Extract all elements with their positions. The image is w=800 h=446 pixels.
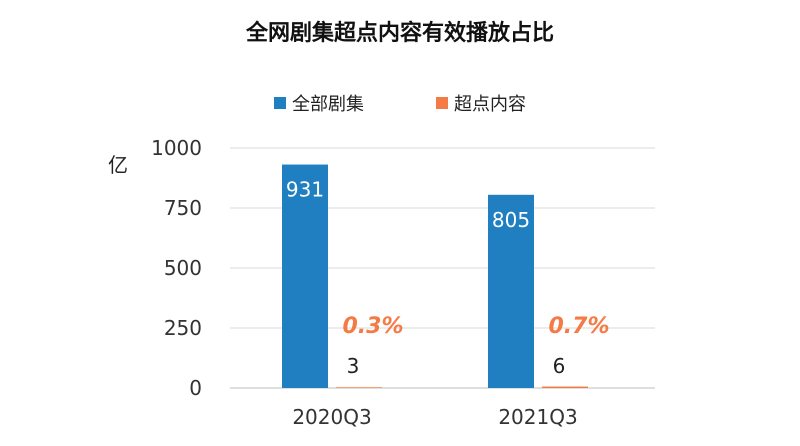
y-tick-label-0: 0 bbox=[189, 376, 202, 400]
legend-swatch-hot-series bbox=[436, 97, 448, 109]
y-tick-label-4: 1000 bbox=[151, 136, 202, 160]
x-tick-label-2021Q3: 2021Q3 bbox=[498, 405, 577, 429]
x-tick-label-2020Q3: 2020Q3 bbox=[292, 405, 371, 429]
data-label-hot-2020Q3: 3 bbox=[347, 354, 360, 378]
x-axis-ticks: 2020Q3 2021Q3 bbox=[292, 405, 577, 429]
bars bbox=[282, 164, 588, 388]
share-annotation-2021Q3: 0.7% bbox=[548, 314, 609, 339]
legend: 全部剧集 超点内容 bbox=[274, 94, 526, 115]
bar-hot-2021Q3 bbox=[542, 386, 588, 388]
y-tick-label-2: 500 bbox=[164, 256, 202, 280]
legend-label-hot-series: 超点内容 bbox=[454, 94, 526, 115]
bar-labels: 931 3 0.3% 805 6 0.7% bbox=[286, 178, 610, 378]
legend-swatch-all-series bbox=[274, 97, 286, 109]
y-tick-label-1: 250 bbox=[164, 316, 202, 340]
share-annotation-2020Q3: 0.3% bbox=[342, 314, 403, 339]
y-axis-ticks: 0 250 500 750 1000 bbox=[151, 136, 202, 400]
bar-hot-2020Q3 bbox=[336, 387, 382, 388]
data-label-all-2021Q3: 805 bbox=[492, 208, 530, 232]
chart-title: 全网剧集超点内容有效播放占比 bbox=[245, 20, 554, 46]
y-tick-label-3: 750 bbox=[164, 196, 202, 220]
legend-label-all-series: 全部剧集 bbox=[292, 94, 364, 115]
y-axis-unit: 亿 bbox=[108, 153, 128, 177]
data-label-hot-2021Q3: 6 bbox=[553, 354, 566, 378]
data-label-all-2020Q3: 931 bbox=[286, 178, 324, 202]
bar-all-2021Q3 bbox=[488, 194, 534, 388]
bar-all-2020Q3 bbox=[282, 164, 328, 388]
